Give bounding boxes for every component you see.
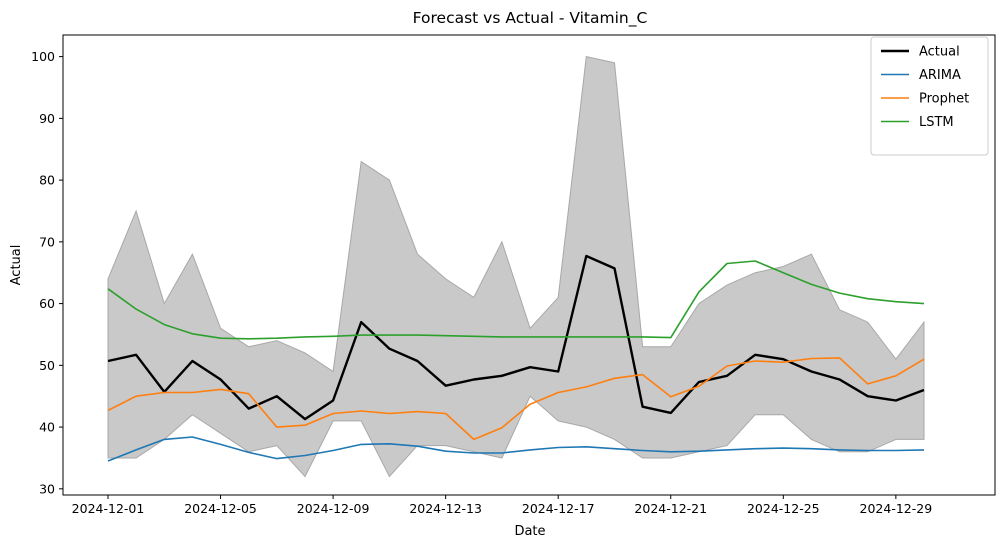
y-tick-label: 100 (31, 49, 55, 64)
chart-title: Forecast vs Actual - Vitamin_C (413, 9, 648, 28)
y-tick-label: 90 (39, 111, 55, 126)
x-tick-label: 2024-12-21 (634, 501, 707, 516)
y-tick-label: 30 (39, 481, 55, 496)
legend-label-prophet: Prophet (919, 92, 969, 107)
y-tick-label: 60 (39, 296, 55, 311)
y-axis-label: Actual (9, 245, 24, 286)
legend-box (870, 36, 989, 156)
x-axis-label: Date (514, 524, 545, 539)
plot-frame (62, 34, 996, 496)
legend-label-lstm: LSTM (919, 115, 954, 130)
x-tick-label: 2024-12-25 (747, 501, 820, 516)
x-tick-label: 2024-12-29 (860, 501, 933, 516)
y-tick-label: 40 (39, 420, 55, 435)
y-axis: 30 40 50 60 70 80 90 100 (31, 49, 63, 496)
legend-label-actual: Actual (919, 45, 960, 60)
x-tick-label: 2024-12-17 (522, 501, 595, 516)
series-line-arima (107, 436, 925, 462)
series-line-lstm (107, 260, 925, 340)
y-tick-label: 70 (39, 234, 55, 249)
legend: Actual ARIMA Prophet LSTM (870, 36, 989, 156)
y-tick-label: 50 (39, 358, 55, 373)
x-tick-label: 2024-12-05 (184, 501, 257, 516)
legend-label-arima: ARIMA (919, 68, 961, 83)
x-axis: 2024-12-01 2024-12-05 2024-12-09 2024-12-13… (72, 495, 933, 516)
x-tick-label: 2024-12-13 (409, 501, 482, 516)
x-tick-label: 2024-12-09 (297, 501, 370, 516)
x-tick-label: 2024-12-01 (72, 501, 145, 516)
series-line-prophet (107, 357, 925, 441)
y-tick-label: 80 (39, 173, 55, 188)
series-layer (107, 254, 925, 462)
